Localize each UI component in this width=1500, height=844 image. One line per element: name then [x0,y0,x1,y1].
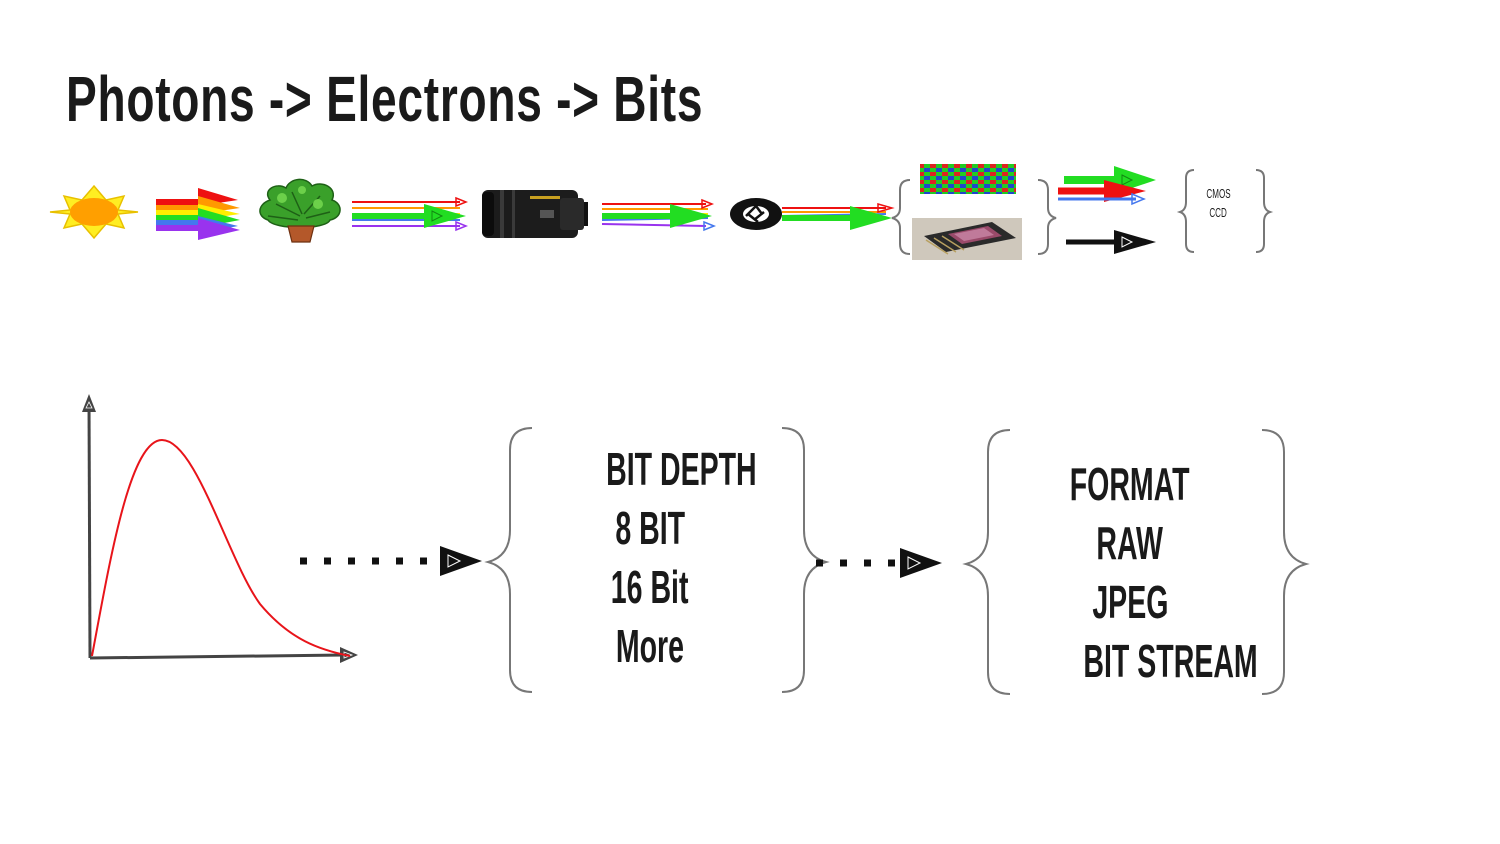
rainbow-arrow-icon [156,188,240,240]
sensor-type-list: CMOS CCD [1190,184,1246,222]
bit-depth-list: BIT DEPTH 8 BIT 16 Bit More [560,440,757,676]
light-rays-arrow-2 [601,198,717,232]
format-list: FORMAT RAW JPEG BIT STREAM [1030,455,1258,691]
sensor-type-cmos: CMOS [1205,186,1231,201]
light-rays-arrow-3 [781,203,895,230]
dotted-arrow-1 [300,546,482,576]
sensor-chip-icon [912,218,1022,260]
bit-depth-brace-right [781,427,830,693]
slide-title: Photons -> Electrons -> Bits [66,63,704,135]
plant-icon [259,178,341,243]
lens-icon [482,190,588,238]
light-rays-arrow-1 [352,196,469,232]
format-brace-right [1261,429,1310,695]
output-signal-arrow [1066,230,1156,254]
color-channel-arrows [1058,166,1156,206]
bit-depth-more: More [615,620,685,672]
sun-icon [49,184,139,240]
sensor-type-brace-right [1255,169,1274,253]
bit-depth-16: 16 Bit [611,561,689,613]
format-brace-left [962,429,1011,695]
bit-depth-heading: BIT DEPTH [606,443,757,495]
x-axis [89,653,345,660]
sensor-brace-right [1037,179,1057,255]
aperture-icon [730,198,782,230]
y-axis-arrowhead [82,394,96,412]
format-raw: RAW [1096,517,1164,569]
format-bit-stream: BIT STREAM [1083,635,1258,687]
bit-depth-8: 8 BIT [615,502,685,554]
sensor-type-ccd: CCD [1209,205,1227,220]
dotted-arrow-2 [816,548,942,578]
y-axis [87,399,92,659]
format-heading: FORMAT [1070,458,1190,510]
response-curve [91,438,351,657]
bayer-filter-icon [920,164,1016,194]
sensor-type-brace-left [1176,169,1195,253]
format-jpeg: JPEG [1091,576,1169,628]
bit-depth-brace-left [484,427,533,693]
response-curve-graph [82,394,358,663]
sensor-brace-left [891,179,911,255]
